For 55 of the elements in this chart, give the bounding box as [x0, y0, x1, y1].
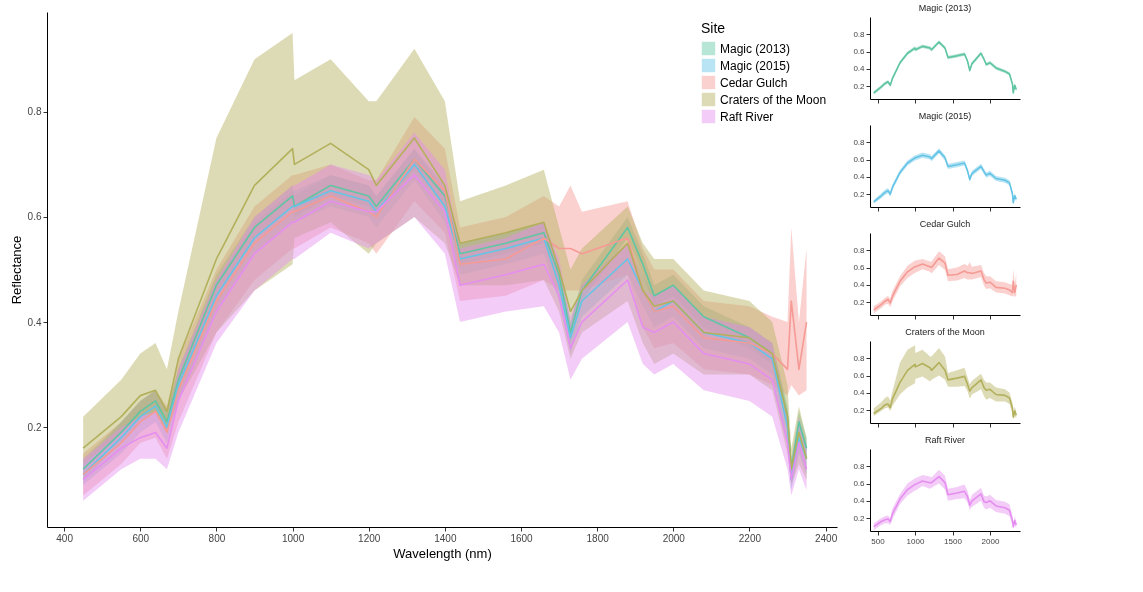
y-tick-label: 0.4	[853, 496, 866, 506]
y-tick-label: 0.6	[853, 263, 866, 273]
chart-title: Magic (2013)	[918, 3, 972, 13]
x-tick-label: 1800	[586, 532, 610, 544]
y-tick-label: 0.6	[853, 47, 866, 57]
y-tick-label: 0.4	[853, 64, 866, 74]
x-tick-label: 500	[871, 536, 886, 546]
y-tick-label: 0.4	[853, 280, 866, 290]
chart-title: Craters of the Moon	[905, 327, 985, 337]
y-tick-label: 0.2	[853, 405, 866, 415]
x-tick-label: 1500	[944, 536, 963, 546]
legend-label: Magic (2015)	[720, 58, 791, 73]
x-tick-label: 1000	[906, 536, 925, 546]
y-axis-title: Reflectance	[8, 235, 24, 305]
x-tick-label: 400	[56, 532, 74, 544]
x-tick-label: 1600	[510, 532, 534, 544]
y-tick-label: 0.4	[27, 316, 42, 328]
x-tick-label: 1400	[434, 532, 457, 544]
y-tick-label: 0.8	[853, 137, 866, 147]
x-tick-label: 2000	[662, 532, 686, 544]
y-tick-label: 0.4	[853, 172, 866, 182]
y-tick-label: 0.4	[853, 388, 866, 398]
x-tick-label: 1200	[358, 532, 381, 544]
y-tick-label: 0.6	[27, 211, 42, 223]
x-tick-label: 600	[132, 532, 150, 544]
chart-title: Magic (2015)	[918, 111, 972, 121]
y-tick-label: 0.2	[853, 297, 866, 307]
legend-label: Magic (2013)	[720, 41, 791, 56]
y-tick-label: 0.6	[853, 479, 866, 489]
legend-label: Craters of the Moon	[720, 92, 827, 107]
y-tick-label: 0.2	[27, 421, 42, 433]
y-tick-label: 0.6	[853, 155, 866, 165]
legend-title: Site	[701, 20, 726, 36]
y-tick-label: 0.6	[853, 371, 866, 381]
legend-label: Raft River	[720, 109, 774, 124]
y-tick-label: 0.2	[853, 189, 866, 199]
y-tick-label: 0.8	[853, 353, 866, 363]
chart-title: Raft River	[924, 435, 966, 445]
chart-title: Cedar Gulch	[919, 219, 971, 229]
x-tick-label: 800	[208, 532, 226, 544]
x-tick-label: 2400	[814, 532, 838, 544]
line-series	[872, 475, 1018, 528]
y-tick-label: 0.2	[853, 81, 866, 91]
x-tick-label: 2200	[738, 532, 762, 544]
line-series	[872, 361, 1018, 418]
y-tick-label: 0.8	[853, 29, 866, 39]
y-tick-label: 0.8	[853, 245, 866, 255]
y-tick-label: 0.2	[853, 513, 866, 523]
x-tick-label: 1000	[281, 532, 305, 544]
x-axis-title: Wavelength (nm)	[393, 545, 492, 561]
line-series	[872, 257, 1018, 311]
y-tick-label: 0.8	[853, 461, 866, 471]
y-tick-label: 0.8	[27, 106, 42, 118]
legend-label: Cedar Gulch	[720, 75, 788, 90]
x-tick-label: 2000	[981, 536, 1000, 546]
